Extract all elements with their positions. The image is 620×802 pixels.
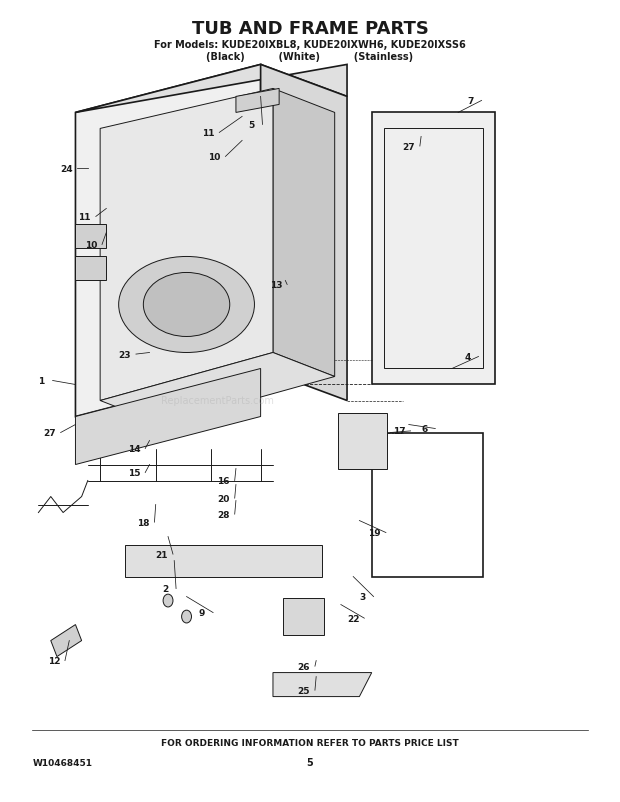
Polygon shape bbox=[76, 257, 106, 282]
Text: 2: 2 bbox=[162, 585, 168, 593]
Text: 10: 10 bbox=[85, 241, 97, 249]
Polygon shape bbox=[100, 89, 273, 401]
Text: 5: 5 bbox=[248, 121, 254, 130]
Polygon shape bbox=[76, 225, 106, 249]
FancyBboxPatch shape bbox=[338, 413, 387, 469]
Text: 24: 24 bbox=[60, 164, 73, 174]
Text: 11: 11 bbox=[79, 213, 91, 221]
Text: FOR ORDERING INFORMATION REFER TO PARTS PRICE LIST: FOR ORDERING INFORMATION REFER TO PARTS … bbox=[161, 739, 459, 747]
Text: 16: 16 bbox=[218, 476, 230, 485]
Circle shape bbox=[163, 594, 173, 607]
Text: 21: 21 bbox=[156, 550, 168, 559]
Text: 7: 7 bbox=[467, 97, 474, 106]
Text: W10468451: W10468451 bbox=[32, 758, 92, 767]
Polygon shape bbox=[51, 625, 82, 657]
Polygon shape bbox=[372, 113, 495, 385]
Text: 10: 10 bbox=[208, 152, 221, 162]
Text: 1: 1 bbox=[38, 376, 45, 386]
Text: 20: 20 bbox=[218, 494, 230, 503]
Text: 13: 13 bbox=[270, 281, 282, 290]
Polygon shape bbox=[273, 89, 335, 377]
Polygon shape bbox=[76, 65, 260, 417]
Text: ReplacementParts.com: ReplacementParts.com bbox=[161, 396, 274, 406]
Text: 9: 9 bbox=[199, 608, 205, 618]
Text: 18: 18 bbox=[137, 518, 149, 527]
Text: 26: 26 bbox=[298, 662, 310, 670]
Text: 22: 22 bbox=[347, 614, 360, 623]
Text: 6: 6 bbox=[421, 424, 427, 433]
Text: 5: 5 bbox=[307, 757, 313, 768]
Text: 12: 12 bbox=[48, 656, 60, 665]
Text: 25: 25 bbox=[298, 686, 310, 695]
Ellipse shape bbox=[118, 257, 254, 353]
Text: 11: 11 bbox=[202, 129, 215, 138]
Polygon shape bbox=[100, 353, 335, 425]
Text: For Models: KUDE20IXBL8, KUDE20IXWH6, KUDE20IXSS6: For Models: KUDE20IXBL8, KUDE20IXWH6, KU… bbox=[154, 40, 466, 51]
Text: 23: 23 bbox=[118, 350, 131, 359]
Polygon shape bbox=[260, 65, 347, 401]
Circle shape bbox=[182, 610, 192, 623]
Text: 27: 27 bbox=[43, 428, 56, 437]
Text: 4: 4 bbox=[464, 353, 471, 362]
Text: 27: 27 bbox=[402, 142, 415, 152]
Text: (Black)          (White)          (Stainless): (Black) (White) (Stainless) bbox=[206, 52, 414, 63]
Polygon shape bbox=[76, 65, 347, 113]
Polygon shape bbox=[125, 545, 322, 577]
Ellipse shape bbox=[143, 273, 230, 337]
Polygon shape bbox=[273, 673, 372, 697]
Text: TUB AND FRAME PARTS: TUB AND FRAME PARTS bbox=[192, 20, 428, 38]
Text: 28: 28 bbox=[218, 510, 230, 519]
Text: 14: 14 bbox=[128, 444, 140, 453]
FancyBboxPatch shape bbox=[283, 598, 324, 635]
Polygon shape bbox=[76, 369, 260, 465]
Text: 19: 19 bbox=[368, 529, 381, 537]
Text: 17: 17 bbox=[393, 427, 406, 435]
Polygon shape bbox=[236, 89, 279, 113]
Text: 3: 3 bbox=[360, 593, 366, 602]
Text: 15: 15 bbox=[128, 468, 140, 477]
